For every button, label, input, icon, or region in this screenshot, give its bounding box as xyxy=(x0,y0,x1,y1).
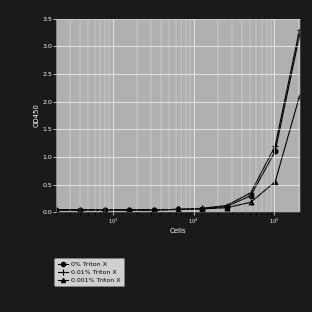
0.01% Triton X xyxy=(176,207,180,211)
0.001% Triton X xyxy=(176,207,180,211)
0.001% Triton X xyxy=(249,200,253,204)
0.01% Triton X xyxy=(152,208,155,212)
0.01% Triton X xyxy=(273,144,277,148)
0.001% Triton X xyxy=(298,94,301,98)
0.001% Triton X xyxy=(152,208,155,212)
0% Triton X xyxy=(298,33,301,37)
0% Triton X xyxy=(152,208,155,212)
0.001% Triton X xyxy=(273,180,277,184)
Y-axis label: OD450: OD450 xyxy=(33,104,39,127)
0% Triton X xyxy=(225,205,228,208)
0.01% Triton X xyxy=(200,207,204,210)
Line: 0% Triton X: 0% Triton X xyxy=(54,33,302,212)
0% Triton X xyxy=(79,208,82,212)
0.01% Triton X xyxy=(127,208,131,212)
0% Triton X xyxy=(127,208,131,212)
0% Triton X xyxy=(249,194,253,197)
0% Triton X xyxy=(273,149,277,153)
0.01% Triton X xyxy=(103,208,107,212)
0.001% Triton X xyxy=(127,208,131,212)
X-axis label: Cells: Cells xyxy=(169,228,186,234)
0.001% Triton X xyxy=(54,208,58,212)
0.01% Triton X xyxy=(249,191,253,195)
0.001% Triton X xyxy=(200,207,204,211)
Line: 0.01% Triton X: 0.01% Triton X xyxy=(53,26,303,213)
0% Triton X xyxy=(103,208,107,212)
0% Triton X xyxy=(176,207,180,211)
Legend: 0% Triton X, 0.01% Triton X, 0.001% Triton X: 0% Triton X, 0.01% Triton X, 0.001% Trit… xyxy=(54,258,124,286)
0.001% Triton X xyxy=(103,208,107,212)
0.001% Triton X xyxy=(225,206,228,210)
0.01% Triton X xyxy=(54,208,58,212)
0% Triton X xyxy=(54,208,58,212)
0.01% Triton X xyxy=(225,204,228,207)
0.001% Triton X xyxy=(79,208,82,212)
Line: 0.001% Triton X: 0.001% Triton X xyxy=(54,94,302,212)
0% Triton X xyxy=(200,207,204,211)
0.01% Triton X xyxy=(298,28,301,32)
0.01% Triton X xyxy=(79,208,82,212)
